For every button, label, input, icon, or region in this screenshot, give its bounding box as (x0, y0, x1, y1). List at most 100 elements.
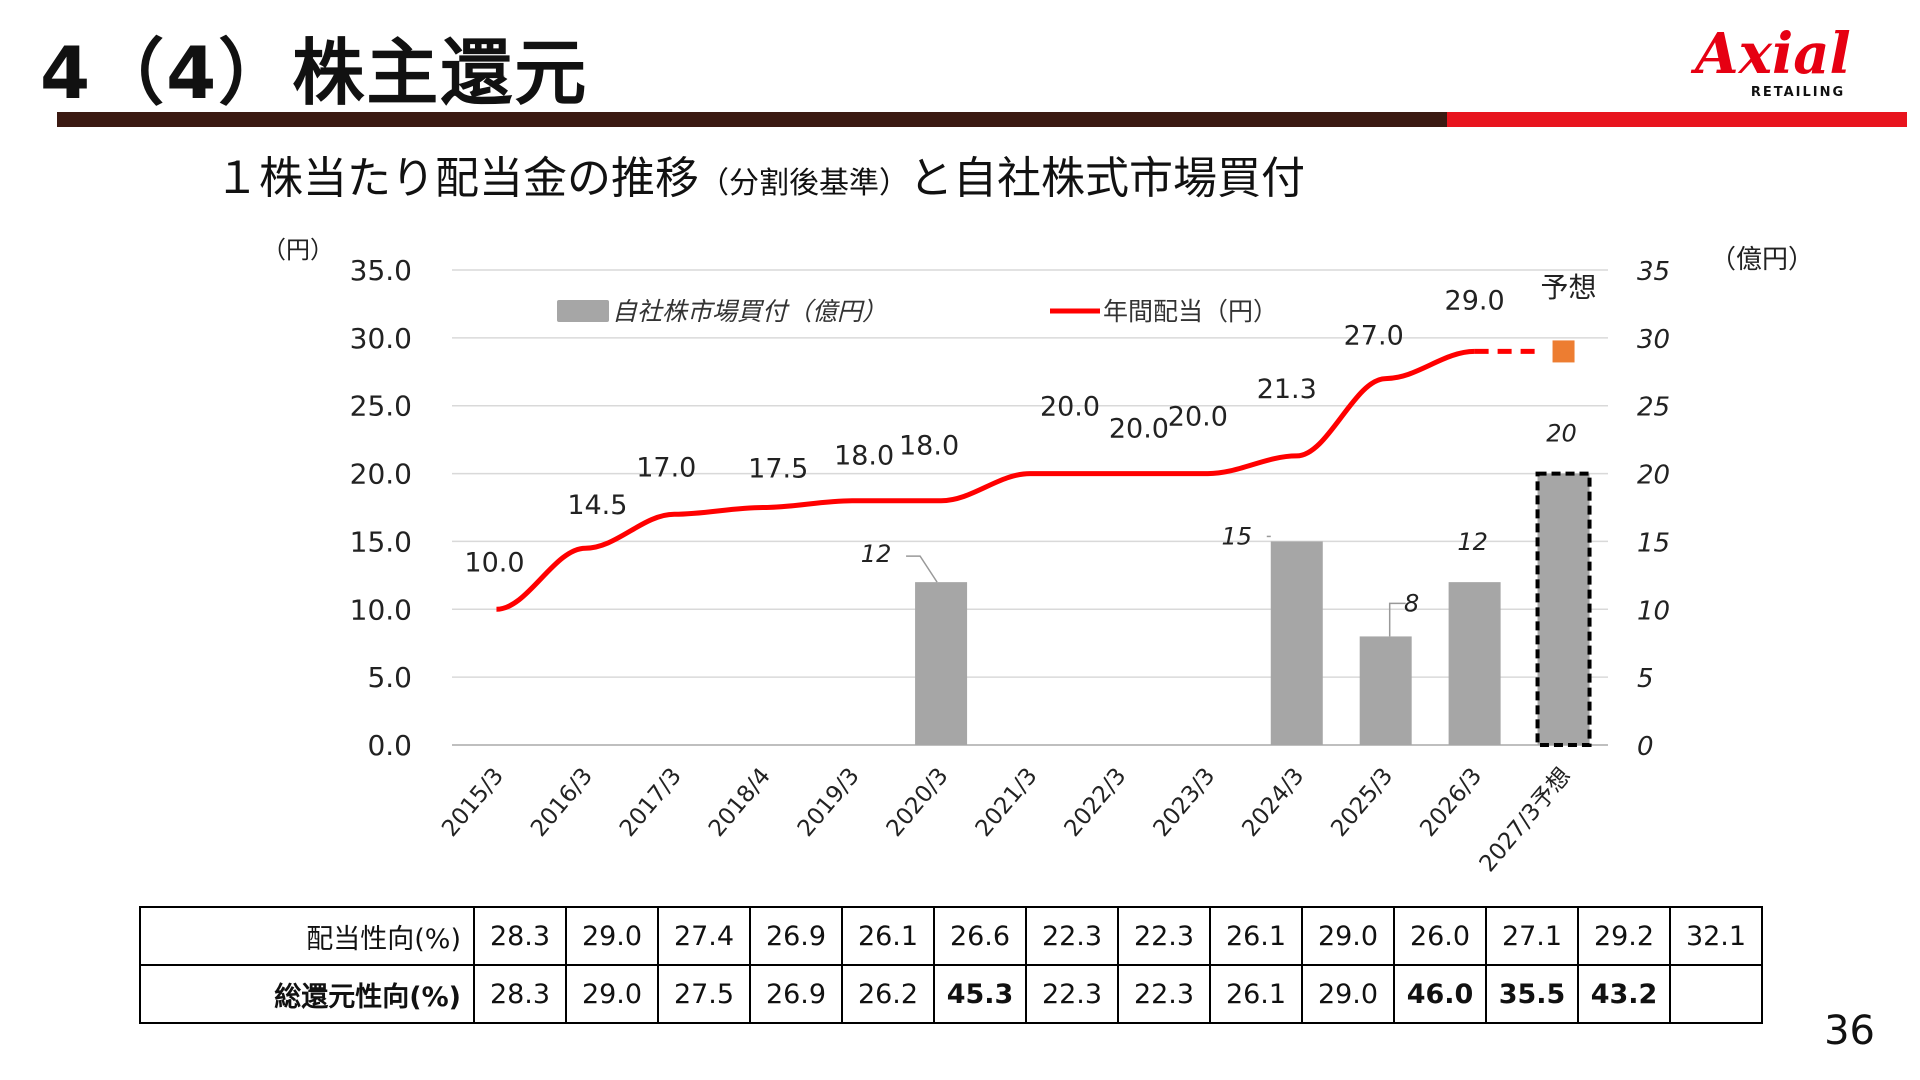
logo-text: Axial (1690, 21, 1851, 87)
header-rule-red (1447, 112, 1907, 127)
table-cell: 27.1 (1485, 906, 1579, 966)
left-tick-label: 25.0 (350, 390, 412, 423)
table-cell: 29.0 (1301, 964, 1395, 1024)
legend-bar-label: 自社株市場買付（億円） (612, 297, 887, 326)
line-data-label: 20.0 (1040, 392, 1100, 423)
right-tick-label: 10 (1637, 596, 1670, 626)
legend-line-label: 年間配当（円） (1103, 297, 1278, 326)
right-tick-label: 25 (1637, 393, 1670, 423)
buyback-bar (915, 582, 968, 745)
table-cell: 28.3 (473, 906, 567, 966)
subtitle-small: （分割後基準） (699, 166, 909, 201)
left-axis-unit: （円） (262, 236, 334, 264)
category-tick-label: 2015/3 (437, 763, 509, 842)
table-cell: 29.0 (565, 964, 659, 1024)
payout-ratio-table: 配当性向(%) 28.3 29.0 27.4 26.9 26.1 26.6 22.3 22.3 2… (139, 906, 1763, 1024)
chart-subtitle: １株当たり配当金の推移（分割後基準）と自社株式市場買付 (215, 142, 1305, 206)
table-cell: 26.0 (1393, 906, 1487, 966)
subtitle-tail: と自社株式市場買付 (909, 153, 1305, 204)
bar-data-label: 12 (861, 540, 892, 568)
table-cell: 29.0 (1301, 906, 1395, 966)
left-tick-label: 35.0 (350, 254, 412, 287)
forecast-buyback-bar (1535, 471, 1592, 747)
left-tick-label: 0.0 (367, 729, 412, 762)
buyback-bar (1270, 541, 1323, 745)
line-data-label: 20.0 (1168, 402, 1228, 433)
left-tick-label: 20.0 (350, 458, 412, 491)
table-cell: 28.3 (473, 964, 567, 1024)
bar-data-label: 12 (1457, 528, 1488, 556)
forecast-note: 予想 (1541, 271, 1597, 304)
company-logo: Axial RETAILING (1690, 21, 1851, 100)
right-tick-label: 0 (1637, 732, 1654, 762)
line-data-label: 29.0 (1445, 285, 1505, 316)
header-rule-dark (57, 112, 1447, 127)
line-data-label: 10.0 (464, 547, 524, 578)
table-cell (1669, 964, 1763, 1024)
dividend-line (496, 348, 1475, 612)
table-cell: 26.1 (1209, 964, 1303, 1024)
table-cell: 46.0 (1393, 964, 1487, 1024)
category-tick-label: 2023/3 (1149, 763, 1221, 842)
right-tick-label: 15 (1637, 528, 1670, 558)
legend-bar-swatch (557, 300, 609, 322)
table-cell: 26.2 (841, 964, 935, 1024)
category-tick-label: 2022/3 (1060, 763, 1132, 842)
buyback-bar (1359, 636, 1412, 745)
left-tick-label: 5.0 (367, 661, 412, 694)
table-row: 総還元性向(%) 28.3 29.0 27.5 26.9 26.2 45.3 22.3 22.3… (139, 964, 1763, 1024)
right-tick-label: 20 (1637, 461, 1670, 491)
page-title: 4（4）株主還元 (40, 31, 589, 115)
category-tick-label: 2019/3 (793, 763, 865, 842)
bar-data-label: 8 (1404, 589, 1419, 617)
table-cell: 29.0 (565, 906, 659, 966)
table-cell: 26.6 (933, 906, 1027, 966)
line-data-label: 17.5 (748, 454, 808, 485)
table-cell: 26.1 (1209, 906, 1303, 966)
left-tick-label: 15.0 (350, 525, 412, 558)
line-data-label: 17.0 (636, 452, 696, 483)
table-cell: 35.5 (1485, 964, 1579, 1024)
right-tick-label: 5 (1637, 664, 1654, 694)
left-tick-label: 10.0 (350, 593, 412, 626)
bar-data-label: 15 (1221, 522, 1252, 550)
table-row-label: 配当性向(%) (139, 906, 475, 966)
table-row: 配当性向(%) 28.3 29.0 27.4 26.9 26.1 26.6 22.3 22.3 2… (139, 906, 1763, 966)
bar-leader-line (1388, 602, 1406, 637)
bar-leader-line (906, 555, 938, 583)
category-tick-label: 2017/3 (615, 763, 687, 842)
left-tick-label: 30.0 (350, 322, 412, 355)
table-cell: 27.5 (657, 964, 751, 1024)
table-cell: 26.9 (749, 906, 843, 966)
line-data-label: 18.0 (899, 431, 959, 462)
page-number: 36 (1824, 1008, 1875, 1054)
line-data-label: 20.0 (1109, 414, 1169, 445)
right-axis-unit: （億円） (1710, 245, 1814, 275)
line-data-label: 14.5 (567, 490, 627, 521)
table-cell: 22.3 (1025, 906, 1119, 966)
right-tick-label: 35 (1637, 257, 1670, 287)
right-tick-label: 30 (1637, 325, 1670, 355)
table-cell: 29.2 (1577, 906, 1671, 966)
table-cell: 22.3 (1117, 964, 1211, 1024)
table-cell: 45.3 (933, 964, 1027, 1024)
category-tick-label: 2027/3予想 (1475, 763, 1577, 877)
category-tick-label: 2018/4 (704, 763, 776, 842)
category-tick-label: 2020/3 (882, 763, 954, 842)
buyback-bar (1448, 582, 1501, 745)
table-cell: 27.4 (657, 906, 751, 966)
table-cell: 22.3 (1117, 906, 1211, 966)
table-cell: 26.9 (749, 964, 843, 1024)
line-data-label: 27.0 (1344, 321, 1404, 352)
logo-subtext: RETAILING (1751, 85, 1845, 100)
line-data-label: 21.3 (1257, 374, 1317, 405)
category-tick-label: 2021/3 (971, 763, 1043, 842)
bar-data-label: 20 (1546, 420, 1577, 448)
line-data-label: 18.0 (834, 441, 894, 472)
category-tick-label: 2026/3 (1415, 763, 1487, 842)
subtitle-main: １株当たり配当金の推移 (215, 153, 699, 204)
category-tick-label: 2016/3 (526, 763, 598, 842)
forecast-marker (1552, 340, 1575, 363)
table-cell: 22.3 (1025, 964, 1119, 1024)
